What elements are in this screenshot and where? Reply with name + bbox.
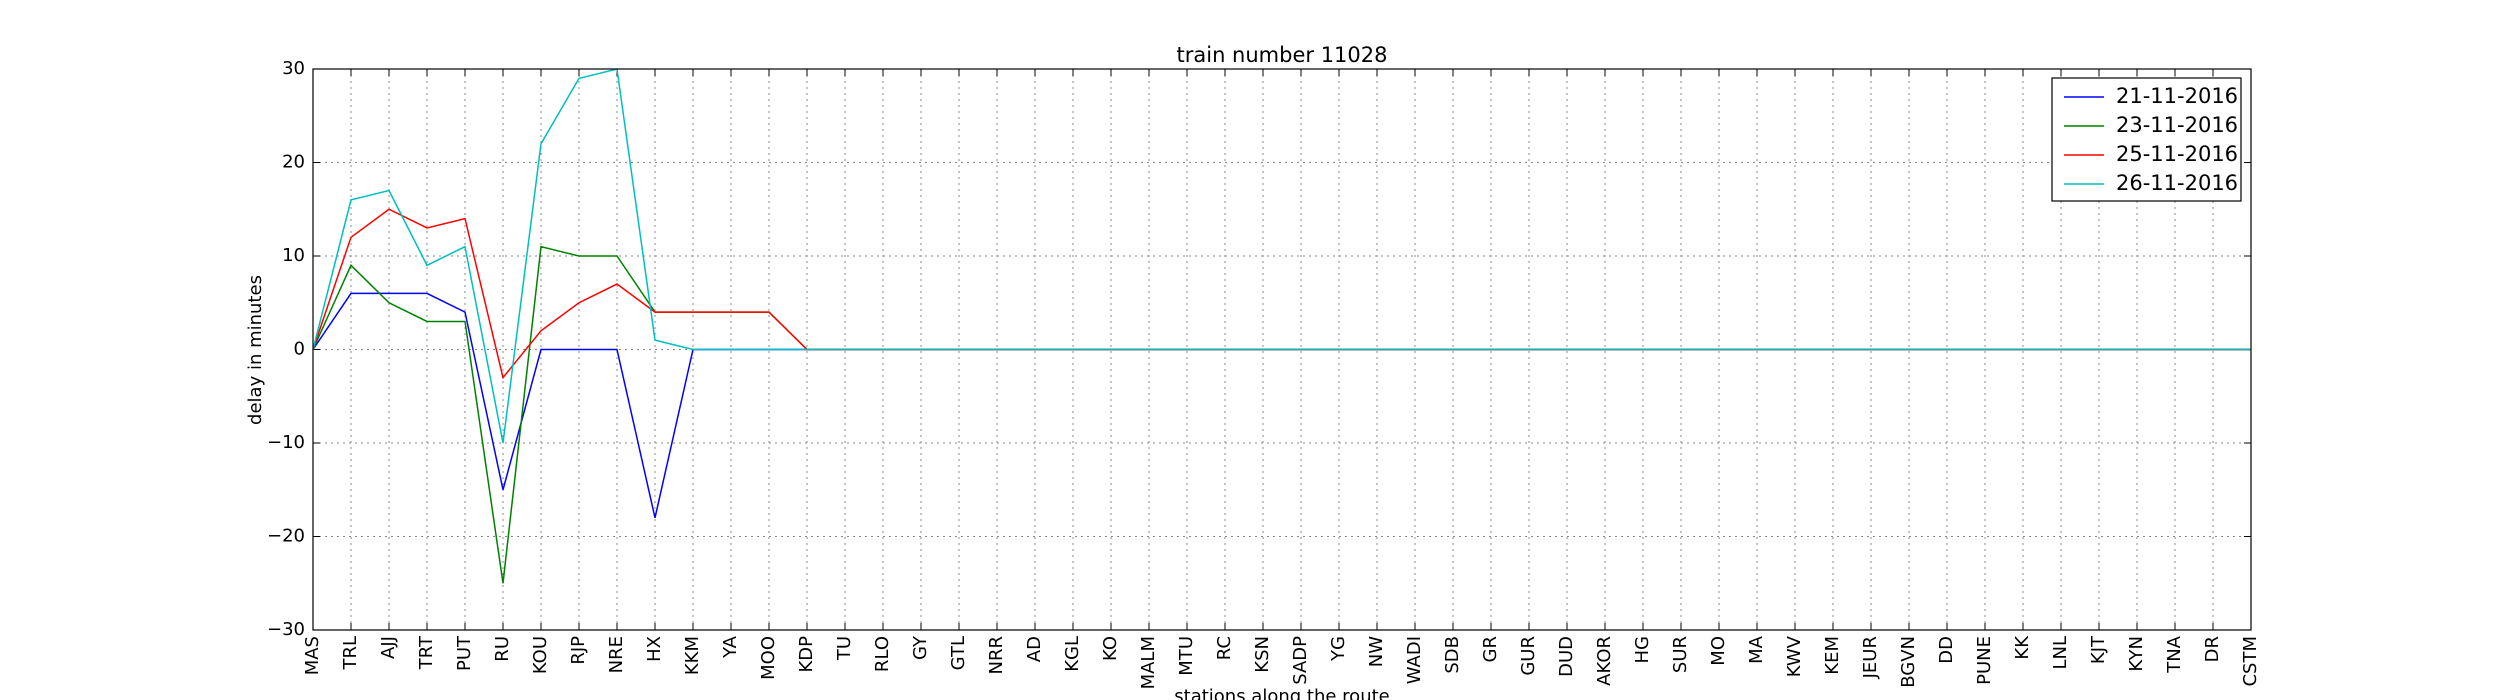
y-tick-label: −20 — [267, 526, 305, 547]
legend-label: 25-11-2016 — [2116, 142, 2238, 166]
x-tick-label: TNA — [2164, 635, 2185, 673]
x-tick-label: BGVN — [1898, 636, 1919, 688]
x-tick-label: GUR — [1518, 636, 1539, 676]
y-tick-label: 20 — [282, 152, 305, 173]
x-tick-label: CSTM — [2240, 636, 2261, 687]
x-tick-label: RJP — [568, 636, 589, 665]
x-tick-label: DUD — [1556, 636, 1577, 677]
x-tick-label: RU — [492, 636, 513, 662]
x-tick-label: SUR — [1670, 636, 1691, 673]
x-tick-label: GR — [1480, 636, 1501, 662]
x-tick-label: RC — [1214, 636, 1235, 660]
series-line — [312, 245, 2251, 584]
x-tick-label: KEM — [1822, 636, 1843, 675]
x-tick-label: PUNE — [1974, 636, 1995, 685]
legend-box — [2051, 77, 2242, 202]
x-tick-label: TU — [834, 636, 855, 661]
x-tick-label: TRL — [340, 636, 361, 671]
y-axis-label: delay in minutes — [245, 275, 266, 425]
x-tick-label: KKM — [682, 636, 703, 675]
x-tick-label: DR — [2202, 636, 2223, 662]
x-tick-label: DD — [1936, 636, 1957, 664]
x-tick-label: YG — [1328, 636, 1349, 662]
legend-label: 26-11-2016 — [2116, 171, 2238, 195]
x-tick-label: WADI — [1404, 636, 1425, 684]
x-tick-label: AD — [1024, 636, 1045, 662]
x-tick-label: HG — [1632, 636, 1653, 663]
legend-label: 21-11-2016 — [2116, 84, 2238, 108]
x-tick-label: MAS — [302, 636, 323, 675]
x-tick-label: MA — [1746, 635, 1767, 664]
x-tick-label: KK — [2012, 635, 2033, 660]
x-tick-label: PUT — [454, 635, 475, 671]
x-tick-label: JEUR — [1860, 636, 1881, 679]
y-tick-label: 30 — [282, 58, 305, 79]
x-tick-label: AKOR — [1594, 636, 1615, 686]
x-tick-label: HX — [644, 636, 665, 662]
x-axis-label: stations along the route — [1174, 686, 1389, 700]
y-tick-label: 0 — [294, 339, 305, 360]
y-tick-label: 10 — [282, 245, 305, 266]
x-tick-label: TRT — [416, 635, 437, 670]
x-tick-label: MO — [1708, 636, 1729, 666]
x-tick-label: KWV — [1784, 635, 1805, 677]
x-tick-label: KYN — [2126, 636, 2147, 672]
series-line — [312, 68, 2251, 444]
x-tick-label: MOO — [758, 636, 779, 680]
x-tick-label: NRE — [606, 636, 627, 673]
plot-frame — [312, 68, 2252, 631]
x-tick-label: KOU — [530, 636, 551, 674]
chart-title: train number 11028 — [1177, 43, 1388, 67]
series-line — [312, 292, 2251, 518]
x-tick-label: KO — [1100, 636, 1121, 661]
series-line — [312, 208, 2251, 380]
x-tick-label: NW — [1366, 636, 1387, 667]
x-tick-label: SADP — [1290, 636, 1311, 685]
y-tick-label: −30 — [267, 619, 305, 640]
x-tick-label: GY — [910, 635, 931, 660]
x-tick-label: YA — [720, 635, 741, 659]
x-tick-label: MALM — [1138, 636, 1159, 689]
x-tick-label: KSN — [1252, 636, 1273, 673]
x-tick-label: AJJ — [378, 636, 399, 659]
x-tick-label: KGL — [1062, 636, 1083, 672]
x-tick-label: KDP — [796, 636, 817, 673]
x-tick-label: KJT — [2088, 635, 2109, 664]
x-tick-label: NRR — [986, 636, 1007, 674]
y-tick-label: −10 — [267, 432, 305, 453]
x-tick-label: GTL — [948, 636, 969, 670]
x-tick-label: MTU — [1176, 636, 1197, 676]
x-tick-label: SDB — [1442, 636, 1463, 674]
x-tick-label: RLO — [872, 636, 893, 672]
legend-label: 23-11-2016 — [2116, 113, 2238, 137]
x-tick-label: LNL — [2050, 636, 2071, 670]
